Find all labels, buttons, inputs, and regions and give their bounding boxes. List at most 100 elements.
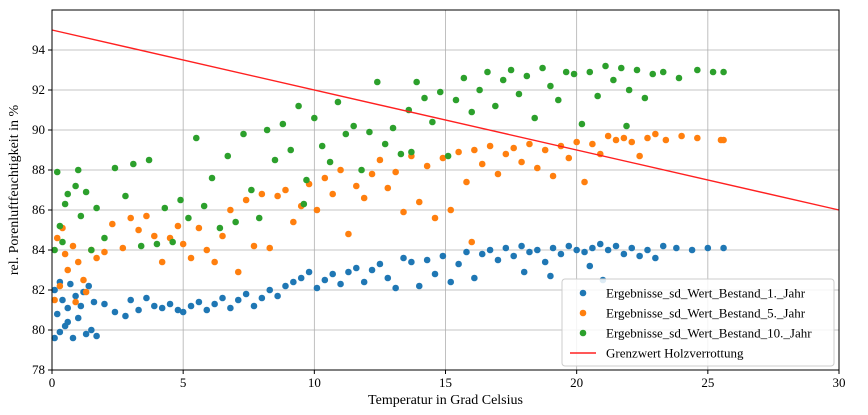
data-point-series-2 <box>431 214 439 222</box>
y-tick-label: 78 <box>32 362 45 377</box>
data-point-series-3 <box>570 70 578 78</box>
legend-entry-label: Ergebnisse_sd_Wert_Bestand_1._Jahr <box>606 286 806 301</box>
data-point-series-1 <box>56 328 64 336</box>
data-point-series-3 <box>720 68 727 76</box>
data-point-series-2 <box>720 136 727 144</box>
data-point-series-3 <box>468 108 476 116</box>
y-tick-label: 82 <box>32 282 45 297</box>
data-point-series-1 <box>368 266 376 274</box>
data-point-series-3 <box>436 88 444 96</box>
x-tick-label: 30 <box>833 375 846 390</box>
data-point-series-1 <box>384 274 392 282</box>
data-point-series-2 <box>612 136 620 144</box>
data-point-series-2 <box>151 232 158 240</box>
data-point-series-2 <box>581 178 588 186</box>
data-point-series-2 <box>541 146 549 154</box>
legend: Ergebnisse_sd_Wert_Bestand_1._Jahr Ergebn… <box>561 278 835 367</box>
data-point-series-1 <box>122 312 129 320</box>
data-point-series-3 <box>216 224 224 232</box>
data-point-series-2 <box>174 222 182 230</box>
data-point-series-3 <box>88 246 95 254</box>
data-point-series-2 <box>227 206 234 214</box>
data-point-series-2 <box>565 154 573 162</box>
data-point-series-2 <box>69 242 77 250</box>
data-point-series-3 <box>192 134 200 142</box>
data-point-series-2 <box>678 132 685 140</box>
data-point-series-1 <box>534 246 541 254</box>
data-point-series-2 <box>179 240 187 248</box>
data-point-series-1 <box>64 304 72 312</box>
data-point-series-1 <box>400 254 407 262</box>
data-point-series-1 <box>179 308 187 316</box>
y-tick-label: 84 <box>32 242 46 257</box>
data-point-series-3 <box>452 96 460 104</box>
data-point-series-1 <box>673 244 680 252</box>
data-point-series-2 <box>392 168 399 176</box>
axis-ticks: 0 5 10 15 20 25 30 78 80 82 84 86 88 90 92 94 <box>32 42 846 390</box>
data-point-series-3 <box>208 174 216 182</box>
data-point-series-1 <box>250 302 258 310</box>
data-point-series-2 <box>494 170 502 178</box>
data-point-series-3 <box>659 68 667 76</box>
data-point-series-2 <box>439 154 447 162</box>
data-point-series-1 <box>234 296 242 304</box>
data-point-series-3 <box>649 70 657 78</box>
data-point-series-2 <box>463 178 470 186</box>
data-point-series-1 <box>408 258 415 266</box>
data-point-series-2 <box>187 254 195 262</box>
data-point-series-3 <box>326 158 334 166</box>
y-tick-label: 88 <box>32 162 45 177</box>
data-point-series-1 <box>636 252 643 260</box>
data-point-series-1 <box>439 252 447 260</box>
data-point-series-1 <box>549 244 557 252</box>
data-point-series-3 <box>56 222 64 230</box>
data-point-series-2 <box>53 234 61 242</box>
data-point-series-3 <box>350 122 357 130</box>
data-point-series-1 <box>258 294 266 302</box>
data-point-series-3 <box>408 148 415 156</box>
data-point-series-1 <box>297 274 305 282</box>
data-point-series-1 <box>704 244 712 252</box>
legend-marker <box>579 309 587 317</box>
data-point-series-3 <box>122 192 129 200</box>
x-tick-label: 15 <box>439 375 452 390</box>
data-point-series-1 <box>187 302 195 310</box>
y-tick-label: 92 <box>32 82 45 97</box>
data-point-series-1 <box>581 248 588 256</box>
data-point-series-2 <box>51 296 58 304</box>
data-point-series-1 <box>547 272 554 280</box>
data-point-series-1 <box>174 306 182 314</box>
data-point-series-3 <box>578 120 586 128</box>
data-point-series-1 <box>329 270 336 278</box>
data-point-series-3 <box>101 234 108 242</box>
data-point-series-2 <box>549 172 557 180</box>
data-point-series-1 <box>111 308 119 316</box>
data-point-series-2 <box>195 224 203 232</box>
data-point-series-3 <box>130 160 137 168</box>
data-point-series-3 <box>460 74 468 82</box>
data-point-series-2 <box>109 220 116 228</box>
threshold-line <box>51 29 840 211</box>
data-point-series-1 <box>195 298 203 306</box>
y-tick-label: 90 <box>32 122 45 137</box>
data-point-series-3 <box>476 86 483 94</box>
data-point-series-1 <box>305 268 313 276</box>
data-point-series-2 <box>329 190 336 198</box>
data-point-series-1 <box>518 242 525 250</box>
data-point-series-3 <box>137 242 145 250</box>
data-point-series-2 <box>143 212 150 220</box>
data-point-series-1 <box>659 242 667 250</box>
data-point-series-1 <box>455 260 462 268</box>
data-point-series-2 <box>502 150 510 158</box>
data-point-series-3 <box>623 122 630 130</box>
data-point-series-2 <box>534 164 541 172</box>
legend-box <box>561 278 835 367</box>
data-point-series-2 <box>478 160 486 168</box>
data-point-series-1 <box>620 250 628 258</box>
data-point-series-3 <box>381 140 389 148</box>
data-point-series-1 <box>423 256 431 264</box>
data-point-series-3 <box>177 196 184 204</box>
data-point-series-3 <box>240 130 247 138</box>
data-point-series-3 <box>499 76 507 84</box>
